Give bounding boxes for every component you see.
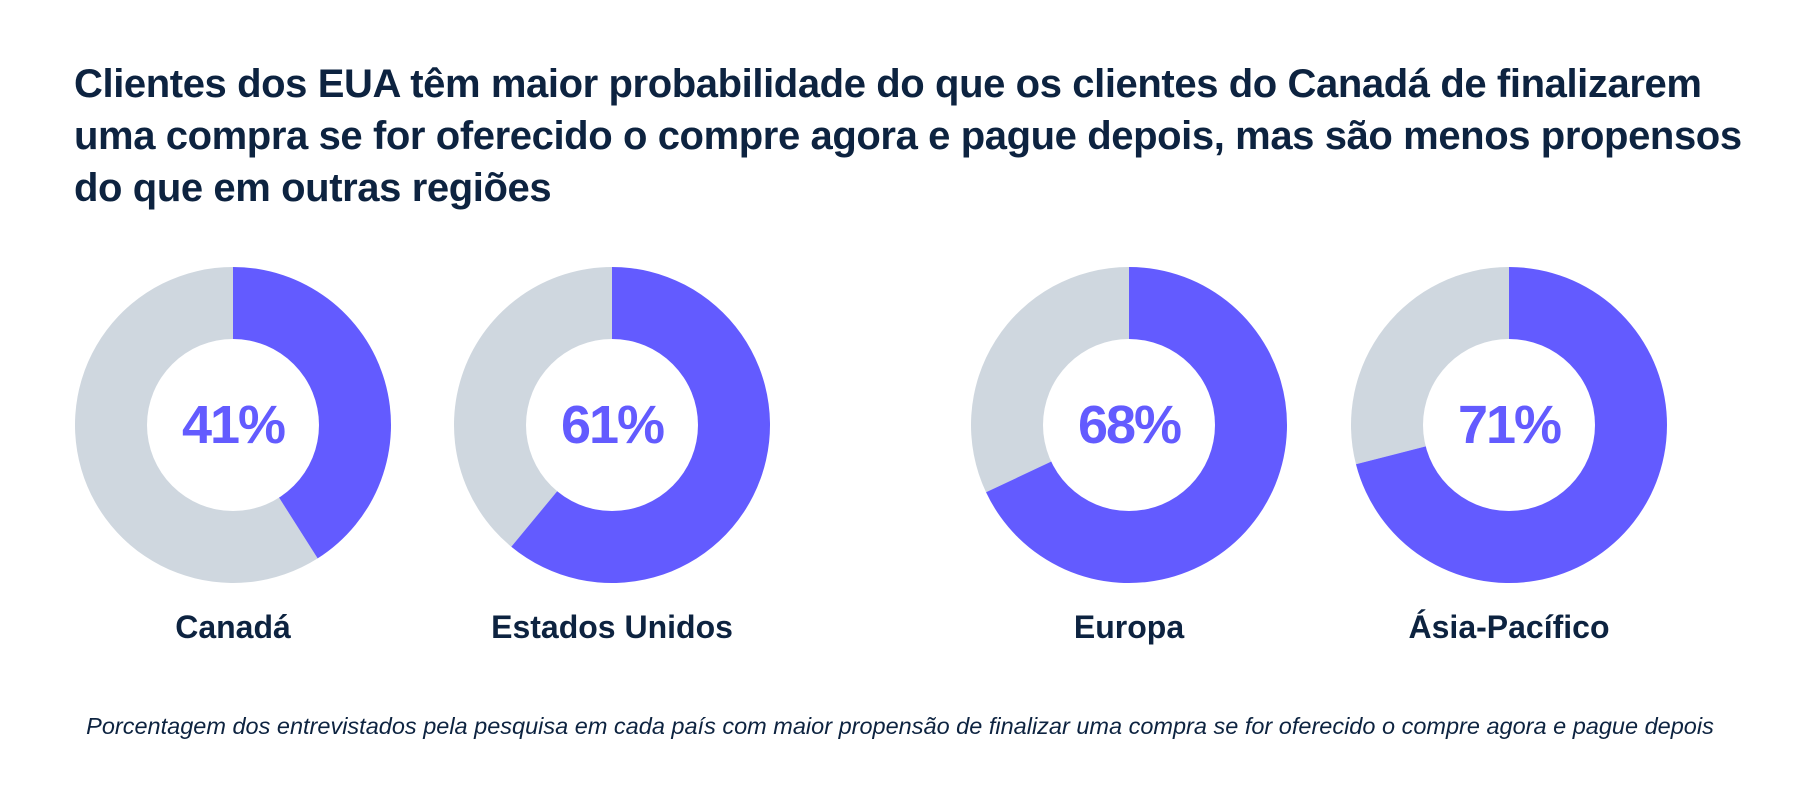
donut-asia-pacifico: 71% Ásia-Pacífico xyxy=(1350,267,1667,645)
donut-hole xyxy=(1423,339,1595,511)
donut-canada: 41% Canadá xyxy=(74,266,391,645)
donut-value-label: 61% xyxy=(561,395,664,455)
donut-value-label: 71% xyxy=(1458,395,1561,455)
chart-title: Clientes dos EUA têm maior probabilidade… xyxy=(74,62,1742,210)
donut-estados-unidos: 61% Estados Unidos xyxy=(454,267,771,645)
donut-value-label: 68% xyxy=(1078,395,1181,455)
donut-hole xyxy=(147,339,319,511)
donut-hole xyxy=(526,339,698,511)
donut-hole xyxy=(1043,339,1215,511)
chart-caption: Porcentagem dos entrevistados pela pesqu… xyxy=(86,713,1714,739)
donut-category-label: Europa xyxy=(1074,609,1184,645)
donut-category-label: Canadá xyxy=(175,609,291,645)
donut-value-label: 41% xyxy=(182,395,285,455)
donut-category-label: Estados Unidos xyxy=(491,609,733,645)
donut-category-label: Ásia-Pacífico xyxy=(1409,609,1610,645)
donut-europa: 68% Europa xyxy=(971,267,1288,645)
